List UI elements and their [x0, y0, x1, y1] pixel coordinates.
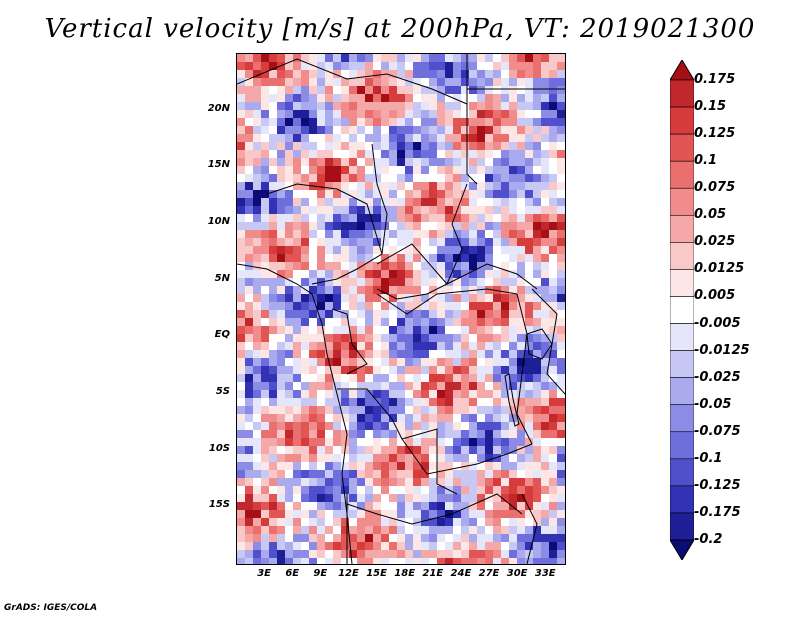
lat-tick-label: 5S — [215, 386, 230, 397]
border-libya-chad — [466, 54, 478, 185]
map-plot-area — [236, 53, 566, 565]
colorbar-segment — [670, 431, 694, 460]
colorbar-segment — [670, 242, 694, 270]
lat-tick-label: 15S — [208, 499, 230, 511]
colorbar-label: -0.1 — [694, 450, 723, 466]
colorbar-label: -0.2 — [694, 532, 723, 547]
border-southern — [346, 493, 523, 525]
border-drc-east — [516, 293, 533, 445]
lon-tick-label: 18E — [394, 568, 416, 579]
colorbar-label: -0.125 — [694, 477, 741, 493]
colorbar-label: 0.0125 — [694, 261, 745, 277]
colorbar-label: 0.1 — [694, 153, 718, 169]
colorbar-label: -0.005 — [694, 315, 741, 331]
lon-tick-label: 33E — [534, 568, 556, 579]
lat-tick-label: 15N — [207, 159, 230, 171]
lat-tick-label: 5N — [214, 272, 230, 284]
colorbar-segment — [670, 133, 694, 162]
border-chad-sudan — [446, 183, 468, 285]
lon-tick-label: 12E — [338, 568, 359, 579]
map-title: Vertical velocity [m/s] at 200hPa, VT: 2… — [44, 14, 756, 44]
lon-tick-label: 27E — [478, 568, 500, 579]
colorbar-segment — [670, 323, 694, 351]
colorbar-label: 0.075 — [694, 180, 736, 196]
colorbar-segment — [670, 269, 694, 297]
velocity-field — [237, 54, 565, 564]
lake-victoria — [526, 328, 553, 360]
country-borders — [237, 54, 565, 564]
colorbar-label: -0.025 — [694, 369, 741, 385]
border-niger-chad — [371, 143, 388, 255]
lat-tick-label: 10S — [208, 442, 230, 454]
colorbar-bottom-arrow — [670, 539, 694, 560]
lat-tick-label: 10N — [207, 216, 230, 227]
border-drc-north — [376, 288, 518, 315]
colorbar-segment — [670, 404, 694, 433]
colorbar-segment — [670, 160, 694, 189]
colorbar-segment — [670, 187, 694, 216]
colorbar-label: -0.05 — [694, 396, 732, 412]
border-south-sudan — [446, 263, 538, 290]
colorbar-label: 0.005 — [694, 288, 736, 304]
colorbar-label: -0.0125 — [694, 342, 750, 358]
border-mozambique — [521, 493, 538, 564]
border-sahara-north — [237, 58, 468, 105]
colorbar-label: -0.175 — [694, 504, 741, 520]
colorbar-top-arrow — [670, 60, 694, 81]
colorbar-segment — [670, 458, 694, 487]
border-zambia — [401, 438, 533, 475]
colorbar-segment — [670, 377, 694, 406]
colorbar-segment — [670, 512, 694, 541]
colorbar-label: 0.025 — [694, 234, 736, 250]
colorbar-label: 0.175 — [694, 72, 736, 87]
lon-tick-label: 30E — [506, 568, 528, 579]
lon-tick-label: 15E — [366, 568, 387, 579]
grads-credit: GrADS: IGES/COLA — [4, 603, 98, 613]
lake-tanganyika — [504, 373, 520, 427]
lon-tick-label: 21E — [422, 568, 444, 579]
colorbar — [670, 60, 694, 560]
border-congo — [331, 308, 368, 375]
colorbar-label: 0.125 — [694, 126, 736, 142]
border-car — [376, 243, 448, 300]
colorbar-label: -0.075 — [694, 423, 741, 439]
lat-tick-label: EQ — [214, 329, 230, 341]
lon-tick-label: 3E — [257, 568, 271, 579]
colorbar-segment — [670, 106, 694, 135]
lat-tick-label: 20N — [207, 102, 230, 114]
colorbar-label: 0.15 — [694, 99, 727, 115]
lon-tick-label: 9E — [313, 568, 328, 579]
coastline-west — [237, 263, 353, 564]
colorbar-segment — [670, 214, 694, 243]
colorbar-segment — [670, 485, 694, 514]
border-nigeria — [266, 183, 383, 285]
colorbar-segment — [670, 79, 694, 108]
colorbar-segment — [670, 296, 694, 324]
colorbar-label: 0.05 — [694, 207, 727, 223]
lon-tick-label: 24E — [450, 568, 472, 579]
lon-tick-label: 6E — [285, 568, 300, 579]
colorbar-segment — [670, 350, 694, 378]
